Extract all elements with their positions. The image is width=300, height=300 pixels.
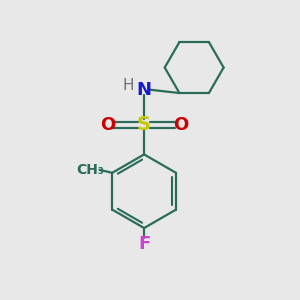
Text: O: O [173, 116, 188, 134]
Text: S: S [137, 116, 151, 134]
Text: F: F [138, 235, 150, 253]
Text: O: O [100, 116, 115, 134]
Text: CH₃: CH₃ [76, 163, 104, 177]
Text: H: H [122, 78, 134, 93]
Text: N: N [136, 81, 152, 99]
